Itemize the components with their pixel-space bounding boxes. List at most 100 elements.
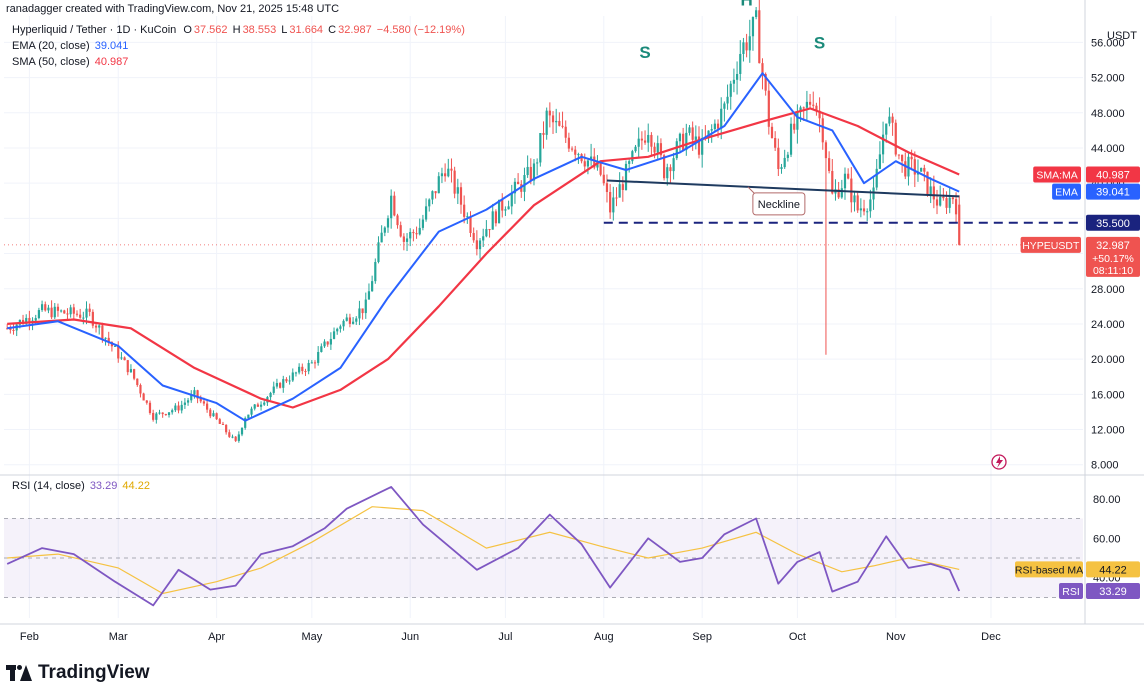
ohlc-values: O 37.562 H 38.553 L 31.664 C 32.987 −4.580 (… bbox=[183, 24, 465, 36]
candle-body bbox=[583, 161, 586, 167]
candle-body bbox=[726, 96, 729, 104]
tradingview-logo-icon bbox=[6, 665, 32, 681]
candle-body bbox=[570, 148, 574, 150]
candle-body bbox=[542, 133, 545, 135]
candle-body bbox=[444, 173, 447, 177]
sma-50-line bbox=[7, 107, 960, 409]
chart-credit: ranadagger created with TradingView.com,… bbox=[6, 3, 340, 15]
ema-tag-name-box bbox=[1052, 183, 1081, 200]
candle-body bbox=[866, 211, 869, 213]
sma-tag-value: 40.987 bbox=[1096, 169, 1130, 181]
rsi-ma-tag-name: RSI-based MA bbox=[1015, 564, 1083, 576]
candle-body bbox=[225, 424, 228, 433]
rsi-legend[interactable]: RSI (14, close) 33.29 44.22 bbox=[12, 480, 150, 492]
ema-20-line bbox=[7, 72, 960, 422]
candle-body bbox=[513, 181, 517, 194]
candle-body bbox=[688, 127, 691, 133]
candle-body bbox=[831, 170, 834, 194]
candle-body bbox=[799, 107, 802, 112]
candle-body bbox=[237, 434, 240, 441]
candle-body bbox=[434, 191, 437, 194]
last-price-tag-extra-1: 08:11:10 bbox=[1093, 265, 1133, 277]
candle-body bbox=[104, 337, 107, 339]
candle-body bbox=[526, 166, 529, 176]
candle-body bbox=[529, 166, 532, 181]
rsi-bands bbox=[4, 518, 1083, 598]
candle-body bbox=[653, 146, 656, 153]
candle-body bbox=[720, 108, 723, 129]
price-tick: 24.000 bbox=[1091, 319, 1125, 331]
candle-body bbox=[313, 362, 317, 364]
last-price-tag-extra-0: +50.17% bbox=[1092, 253, 1134, 265]
candle-body bbox=[215, 413, 218, 420]
ema-legend-value: 39.041 bbox=[94, 40, 129, 52]
candle-body bbox=[202, 401, 206, 404]
candle-body bbox=[894, 122, 897, 155]
candle-body bbox=[383, 227, 386, 233]
candle-body bbox=[767, 90, 770, 127]
candle-body bbox=[421, 219, 425, 228]
candle-body bbox=[793, 123, 796, 130]
sma-legend[interactable]: SMA (50, close) 40.987 bbox=[12, 56, 129, 68]
tradingview-logo[interactable]: TradingView bbox=[6, 662, 150, 684]
ema-legend[interactable]: EMA (20, close) 39.041 bbox=[12, 40, 129, 52]
candle-body bbox=[355, 318, 358, 322]
candle-body bbox=[713, 123, 716, 130]
price-tick: 56.000 bbox=[1091, 37, 1125, 49]
lightning-icon-ring bbox=[991, 454, 1007, 470]
symbol-legend[interactable]: Hyperliquid / Tether · 1D · KuCoin O 37.5… bbox=[12, 24, 467, 36]
candle-body bbox=[672, 158, 675, 172]
candle-body bbox=[662, 155, 666, 179]
candle-body bbox=[310, 362, 313, 364]
candle-body bbox=[450, 168, 453, 171]
candle-body bbox=[129, 369, 133, 373]
candle-body bbox=[66, 313, 69, 315]
candle-body bbox=[539, 133, 542, 163]
candle-body bbox=[593, 156, 596, 168]
candle-body bbox=[789, 123, 793, 155]
candle-body bbox=[456, 187, 459, 194]
candle-body bbox=[247, 414, 250, 419]
candle-body bbox=[745, 42, 748, 51]
candle-body bbox=[732, 79, 736, 84]
candle-body bbox=[447, 168, 450, 177]
neckline-line bbox=[606, 179, 960, 198]
candle-body bbox=[501, 199, 504, 211]
candle-body bbox=[393, 195, 396, 216]
time-tick: Jun bbox=[401, 631, 419, 643]
candle-body bbox=[212, 413, 215, 417]
candle-body bbox=[113, 345, 117, 347]
candle-body bbox=[605, 183, 609, 192]
candle-body bbox=[405, 238, 409, 242]
candle-body bbox=[85, 308, 88, 318]
candle-body bbox=[275, 383, 279, 387]
candle-body bbox=[828, 158, 831, 171]
candle-body bbox=[231, 436, 234, 438]
candle-body bbox=[821, 118, 824, 143]
candle-body bbox=[402, 236, 405, 242]
candle-body bbox=[342, 320, 345, 327]
neckline-label: Neckline bbox=[758, 199, 800, 211]
candle-body bbox=[133, 369, 136, 379]
candle-body bbox=[221, 423, 225, 425]
candle-body bbox=[777, 147, 780, 170]
candle-body bbox=[504, 209, 507, 211]
candle-body bbox=[891, 116, 894, 123]
candle-body bbox=[904, 161, 907, 177]
rsi-legend-value: 33.29 bbox=[89, 480, 118, 492]
candle-body bbox=[50, 307, 53, 318]
candle-body bbox=[624, 163, 628, 190]
candle-body bbox=[371, 281, 374, 292]
candle-body bbox=[751, 16, 755, 37]
price-tick: 28.000 bbox=[1091, 284, 1125, 296]
rsi-tag-name-box bbox=[1059, 582, 1083, 599]
candle-body bbox=[145, 400, 148, 403]
candle-body bbox=[951, 197, 954, 200]
candle-body bbox=[675, 141, 678, 159]
price-axes: USDT 8.000 12.000 16.000 20.000 24.000 28.000 3… bbox=[1091, 30, 1137, 585]
currency-label: USDT bbox=[1107, 30, 1137, 42]
candle-body bbox=[609, 191, 612, 213]
rsi-line bbox=[6, 486, 961, 607]
candle-body bbox=[272, 386, 275, 393]
